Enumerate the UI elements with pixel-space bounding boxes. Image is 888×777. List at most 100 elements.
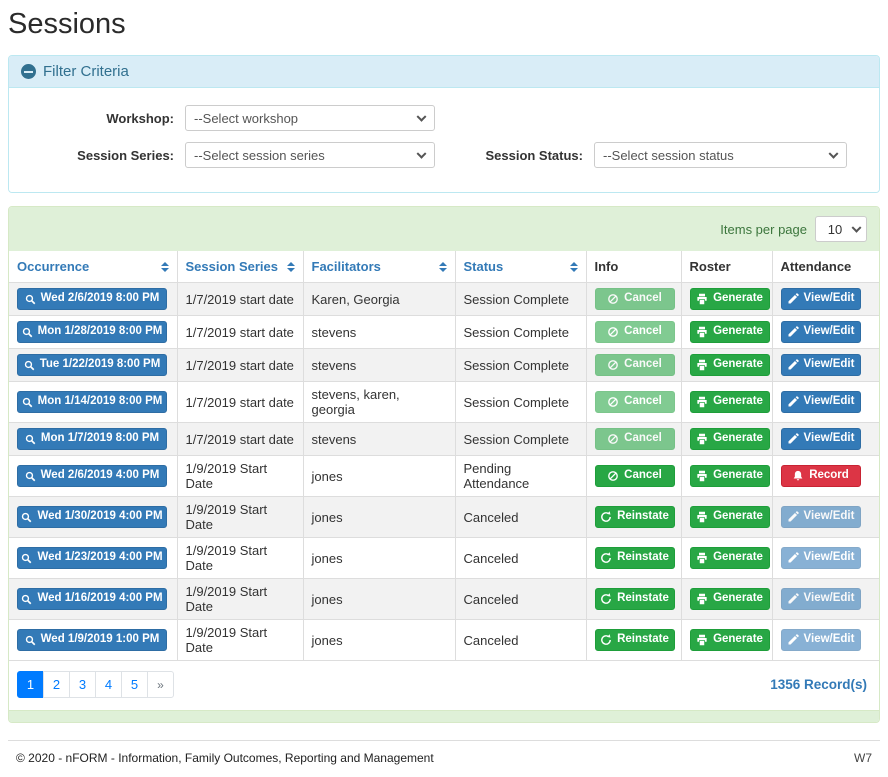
occurrence-button[interactable]: Mon 1/28/2019 8:00 PM bbox=[17, 321, 167, 343]
info-cell: Reinstate bbox=[586, 619, 682, 661]
button-label: Reinstate bbox=[617, 633, 669, 646]
pencil-icon bbox=[787, 359, 799, 371]
roster-cell: Generate bbox=[681, 315, 773, 349]
pagination-next[interactable]: » bbox=[147, 671, 174, 698]
info-cell: Cancel bbox=[586, 315, 682, 349]
filter-criteria-header[interactable]: Filter Criteria bbox=[9, 56, 879, 88]
view-edit-button[interactable]: View/Edit bbox=[780, 354, 861, 376]
session-series-select[interactable]: --Select session series bbox=[185, 142, 435, 168]
generate-button[interactable]: Generate bbox=[689, 465, 770, 487]
column-label: Info bbox=[594, 259, 619, 274]
column-header-status[interactable]: Status bbox=[455, 251, 587, 283]
button-label: Cancel bbox=[624, 358, 662, 371]
occurrence-button[interactable]: Mon 1/14/2019 8:00 PM bbox=[17, 391, 167, 413]
generate-button[interactable]: Generate bbox=[689, 354, 770, 376]
generate-button[interactable]: Generate bbox=[689, 506, 770, 528]
minus-circle-icon[interactable] bbox=[21, 64, 36, 79]
column-header-occurrence[interactable]: Occurrence bbox=[9, 251, 178, 283]
reinstate-button[interactable]: Reinstate bbox=[594, 629, 675, 651]
workshop-select[interactable]: --Select workshop bbox=[185, 105, 435, 131]
generate-button[interactable]: Generate bbox=[689, 547, 770, 569]
print-icon bbox=[696, 293, 708, 305]
facilitators-cell: Karen, Georgia bbox=[303, 282, 456, 316]
session-status-select[interactable]: --Select session status bbox=[594, 142, 847, 168]
cancel-button[interactable]: Cancel bbox=[594, 465, 675, 487]
generate-button[interactable]: Generate bbox=[689, 288, 770, 310]
sort-icon[interactable] bbox=[569, 261, 578, 272]
session-series-cell: 1/9/2019 Start Date bbox=[177, 455, 304, 497]
status-cell: Session Complete bbox=[455, 348, 587, 382]
workshop-label: Workshop: bbox=[106, 110, 174, 126]
button-label: View/Edit bbox=[803, 592, 855, 605]
button-label: Generate bbox=[713, 469, 763, 482]
sort-icon[interactable] bbox=[286, 261, 295, 272]
view-edit-button: View/Edit bbox=[780, 629, 861, 651]
copyright-text: © 2020 - nFORM - Information, Family Out… bbox=[16, 751, 434, 765]
pencil-icon bbox=[787, 511, 799, 523]
view-edit-button[interactable]: View/Edit bbox=[780, 428, 861, 450]
pagination-page-3[interactable]: 3 bbox=[69, 671, 96, 698]
page-title: Sessions bbox=[8, 8, 126, 40]
info-cell: Reinstate bbox=[586, 496, 682, 538]
generate-button[interactable]: Generate bbox=[689, 588, 770, 610]
search-icon bbox=[25, 294, 36, 305]
generate-button[interactable]: Generate bbox=[689, 391, 770, 413]
session-series-cell: 1/9/2019 Start Date bbox=[177, 496, 304, 538]
environment-tag: W7 bbox=[854, 751, 872, 765]
occurrence-button[interactable]: Wed 1/16/2019 4:00 PM bbox=[17, 588, 167, 610]
cancel-icon bbox=[607, 396, 619, 408]
column-header-facilitators[interactable]: Facilitators bbox=[303, 251, 456, 283]
items-per-page-select[interactable]: 10 bbox=[815, 216, 867, 242]
occurrence-button[interactable]: Tue 1/22/2019 8:00 PM bbox=[17, 354, 167, 376]
occurrence-button[interactable]: Wed 2/6/2019 4:00 PM bbox=[17, 465, 167, 487]
search-icon bbox=[21, 553, 32, 564]
pagination-page-5[interactable]: 5 bbox=[121, 671, 148, 698]
occurrence-button[interactable]: Wed 1/30/2019 4:00 PM bbox=[17, 506, 167, 528]
reinstate-icon bbox=[600, 552, 612, 564]
occurrence-button[interactable]: Mon 1/7/2019 8:00 PM bbox=[17, 428, 167, 450]
table-row: Mon 1/28/2019 8:00 PM 1/7/2019 start date… bbox=[9, 315, 879, 349]
occurrence-button[interactable]: Wed 1/23/2019 4:00 PM bbox=[17, 547, 167, 569]
generate-button[interactable]: Generate bbox=[689, 428, 770, 450]
view-edit-button[interactable]: View/Edit bbox=[780, 288, 861, 310]
pagination-page-1[interactable]: 1 bbox=[17, 671, 44, 698]
print-icon bbox=[696, 552, 708, 564]
pagination-page-4[interactable]: 4 bbox=[95, 671, 122, 698]
filter-criteria-body: Workshop: --Select workshop Session Seri… bbox=[9, 88, 879, 192]
roster-cell: Generate bbox=[681, 381, 773, 423]
cancel-button: Cancel bbox=[594, 391, 675, 413]
record-button[interactable]: Record bbox=[780, 465, 861, 487]
attendance-cell: View/Edit bbox=[772, 422, 879, 456]
reinstate-button[interactable]: Reinstate bbox=[594, 588, 675, 610]
view-edit-button[interactable]: View/Edit bbox=[780, 321, 861, 343]
column-label: Status bbox=[463, 259, 504, 274]
pencil-icon bbox=[787, 552, 799, 564]
view-edit-button[interactable]: View/Edit bbox=[780, 391, 861, 413]
button-label: View/Edit bbox=[803, 325, 855, 338]
reinstate-button[interactable]: Reinstate bbox=[594, 547, 675, 569]
print-icon bbox=[696, 634, 708, 646]
session-series-cell: 1/7/2019 start date bbox=[177, 315, 304, 349]
occurrence-button[interactable]: Wed 2/6/2019 8:00 PM bbox=[17, 288, 167, 310]
sort-icon[interactable] bbox=[160, 261, 169, 272]
generate-button[interactable]: Generate bbox=[689, 321, 770, 343]
search-icon bbox=[21, 594, 32, 605]
sessions-table-card: Items per page 10 Occurrence Session Seri… bbox=[8, 206, 880, 723]
table-row: Wed 2/6/2019 8:00 PM 1/7/2019 start date K… bbox=[9, 282, 879, 316]
occurrence-button[interactable]: Wed 1/9/2019 1:00 PM bbox=[17, 629, 167, 651]
status-cell: Canceled bbox=[455, 619, 587, 661]
info-cell: Cancel bbox=[586, 422, 682, 456]
pagination-page-2[interactable]: 2 bbox=[43, 671, 70, 698]
session-series-cell: 1/7/2019 start date bbox=[177, 348, 304, 382]
cancel-button: Cancel bbox=[594, 288, 675, 310]
reinstate-button[interactable]: Reinstate bbox=[594, 506, 675, 528]
button-label: View/Edit bbox=[803, 510, 855, 523]
info-cell: Cancel bbox=[586, 381, 682, 423]
sort-icon[interactable] bbox=[438, 261, 447, 272]
column-header-session-series[interactable]: Session Series bbox=[177, 251, 304, 283]
generate-button[interactable]: Generate bbox=[689, 629, 770, 651]
search-icon bbox=[21, 512, 32, 523]
reinstate-icon bbox=[600, 634, 612, 646]
filter-criteria-panel: Filter Criteria Workshop: --Select works… bbox=[8, 55, 880, 193]
table-header-row: Occurrence Session Series Facilitators Stat… bbox=[9, 251, 879, 283]
